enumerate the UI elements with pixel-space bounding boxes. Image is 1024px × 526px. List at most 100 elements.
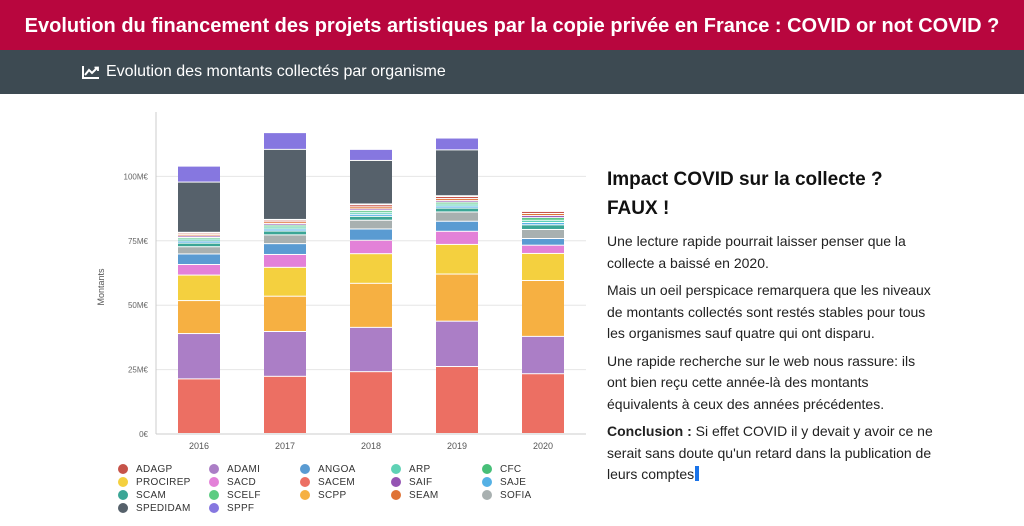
legend-item-arp[interactable]: ARP — [391, 463, 482, 475]
bar-segment-angoa[interactable] — [178, 254, 220, 265]
bar-segment-sacd[interactable] — [178, 265, 220, 275]
bar-segment-saif[interactable] — [522, 216, 564, 218]
legend-item-scpp[interactable]: SCPP — [300, 489, 391, 501]
bar-segment-sppf[interactable] — [264, 133, 306, 149]
legend-item-saje[interactable]: SAJE — [482, 476, 573, 488]
bar-segment-spedidam[interactable] — [178, 182, 220, 232]
bar-segment-scam[interactable] — [436, 208, 478, 212]
bar-segment-spedidam[interactable] — [264, 149, 306, 219]
bar-segment-adagp[interactable] — [350, 205, 392, 207]
bar-segment-seam[interactable] — [350, 207, 392, 209]
legend-item-sacem[interactable]: SACEM — [300, 476, 391, 488]
legend-label: SCPP — [318, 489, 347, 501]
bar-segment-saje[interactable] — [178, 241, 220, 243]
y-tick-label: 100M€ — [124, 172, 149, 181]
bar-segment-arp[interactable] — [178, 239, 220, 241]
bar-segment-angoa[interactable] — [264, 244, 306, 254]
bar-segment-scam[interactable] — [350, 216, 392, 220]
bar-segment-arp[interactable] — [350, 212, 392, 214]
legend-item-saif[interactable]: SAIF — [391, 476, 482, 488]
bar-segment-sacem[interactable] — [522, 374, 564, 433]
bar-segment-adami[interactable] — [522, 336, 564, 374]
bar-segment-scpp[interactable] — [264, 296, 306, 331]
bar-segment-procirep[interactable] — [350, 254, 392, 283]
bar-segment-sofia[interactable] — [436, 212, 478, 221]
bar-segment-procirep[interactable] — [436, 244, 478, 274]
bar-segment-adagp[interactable] — [264, 220, 306, 222]
legend-item-scam[interactable]: SCAM — [118, 489, 209, 501]
bar-segment-sacd[interactable] — [350, 240, 392, 254]
bar-segment-scpp[interactable] — [522, 280, 564, 336]
bar-segment-adagp[interactable] — [436, 197, 478, 199]
bar-segment-angoa[interactable] — [350, 229, 392, 240]
bar-segment-saje[interactable] — [522, 223, 564, 225]
legend-item-adagp[interactable]: ADAGP — [118, 463, 209, 475]
bar-segment-sacem[interactable] — [264, 376, 306, 433]
bar-segment-spedidam[interactable] — [436, 150, 478, 196]
bar-segment-scam[interactable] — [264, 231, 306, 235]
legend-item-sppf[interactable]: SPPF — [209, 502, 300, 514]
legend-item-adami[interactable]: ADAMI — [209, 463, 300, 475]
bar-segment-sofia[interactable] — [350, 220, 392, 229]
legend-item-cfc[interactable]: CFC — [482, 463, 573, 475]
bar-segment-arp[interactable] — [436, 204, 478, 206]
bar-segment-arp[interactable] — [522, 220, 564, 223]
bar-segment-seam[interactable] — [264, 222, 306, 224]
bar-segment-procirep[interactable] — [178, 275, 220, 301]
bar-segment-sacd[interactable] — [264, 254, 306, 267]
bar-segment-saif[interactable] — [436, 201, 478, 202]
legend-item-scelf[interactable]: SCELF — [209, 489, 300, 501]
bar-segment-saje[interactable] — [350, 214, 392, 216]
bar-segment-sppf[interactable] — [178, 166, 220, 182]
bar-segment-cfc[interactable] — [522, 218, 564, 220]
legend-item-angoa[interactable]: ANGOA — [300, 463, 391, 475]
bar-segment-angoa[interactable] — [522, 238, 564, 245]
bar-segment-scam[interactable] — [178, 243, 220, 247]
bar-segment-sacem[interactable] — [178, 379, 220, 433]
bar-segment-cfc[interactable] — [350, 210, 392, 212]
bar-segment-scpp[interactable] — [178, 301, 220, 334]
bar-segment-scam[interactable] — [522, 225, 564, 229]
bar-segment-sofia[interactable] — [522, 229, 564, 238]
bar-segment-cfc[interactable] — [264, 225, 306, 227]
bar-segment-sacd[interactable] — [436, 231, 478, 244]
bar-segment-adagp[interactable] — [522, 211, 564, 214]
bar-segment-seam[interactable] — [436, 199, 478, 201]
bar-segment-scpp[interactable] — [350, 283, 392, 327]
bar-segment-sppf[interactable] — [350, 149, 392, 160]
bar-segment-adami[interactable] — [178, 334, 220, 379]
bar-segment-sppf[interactable] — [436, 138, 478, 150]
bar-segment-procirep[interactable] — [522, 253, 564, 280]
panel-conclusion[interactable]: Conclusion : Si effet COVID il y devait … — [607, 421, 937, 486]
bar-segment-sofia[interactable] — [178, 247, 220, 254]
bar-segment-procirep[interactable] — [264, 267, 306, 296]
bar-segment-saif[interactable] — [264, 224, 306, 225]
legend-item-procirep[interactable]: PROCIREP — [118, 476, 209, 488]
legend-item-sofia[interactable]: SOFIA — [482, 489, 573, 501]
bar-segment-sofia[interactable] — [264, 235, 306, 244]
bar-segment-saif[interactable] — [178, 236, 220, 237]
bar-segment-scpp[interactable] — [436, 274, 478, 321]
legend-swatch — [209, 477, 219, 487]
bar-segment-cfc[interactable] — [436, 202, 478, 204]
legend-label: ARP — [409, 463, 431, 475]
legend-item-spedidam[interactable]: SPEDIDAM — [118, 502, 209, 514]
bar-segment-saje[interactable] — [264, 229, 306, 231]
bar-segment-adami[interactable] — [436, 321, 478, 367]
line-chart-icon — [82, 65, 100, 79]
legend-item-seam[interactable]: SEAM — [391, 489, 482, 501]
bar-segment-saje[interactable] — [436, 206, 478, 208]
bar-segment-saif[interactable] — [350, 209, 392, 210]
bar-segment-sacd[interactable] — [522, 245, 564, 253]
bar-segment-sacem[interactable] — [350, 372, 392, 433]
bar-segment-cfc[interactable] — [178, 237, 220, 239]
bar-segment-seam[interactable] — [522, 214, 564, 216]
bar-segment-adami[interactable] — [350, 327, 392, 372]
bar-segment-arp[interactable] — [264, 227, 306, 229]
bar-segment-angoa[interactable] — [436, 221, 478, 231]
bar-segment-seam[interactable] — [178, 234, 220, 236]
bar-segment-spedidam[interactable] — [350, 160, 392, 204]
bar-segment-adami[interactable] — [264, 331, 306, 376]
bar-segment-sacem[interactable] — [436, 367, 478, 433]
legend-item-sacd[interactable]: SACD — [209, 476, 300, 488]
